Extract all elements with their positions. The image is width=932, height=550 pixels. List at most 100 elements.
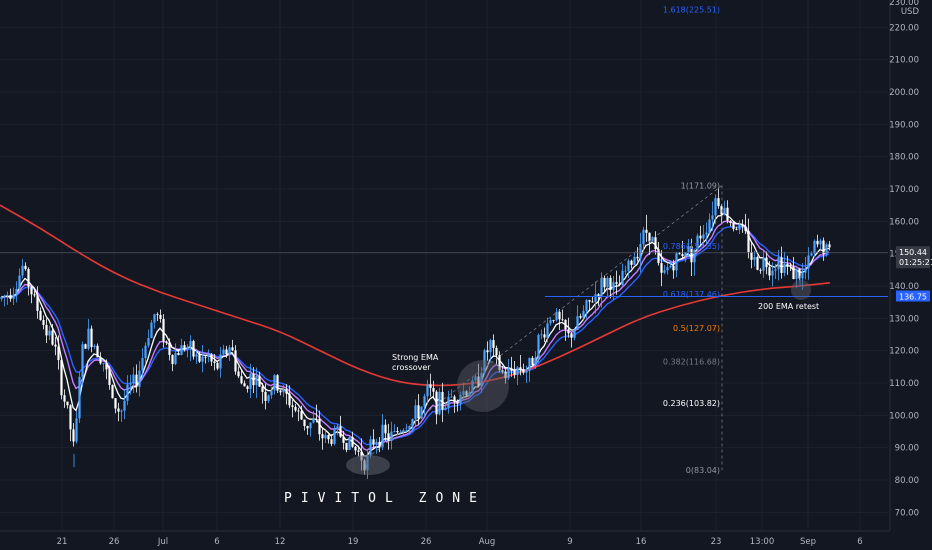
fib-level-label: 0.382(116.68)	[663, 357, 720, 366]
candle-body	[333, 429, 336, 444]
candle-body	[516, 367, 519, 376]
candle-body	[639, 243, 642, 259]
candle-body	[54, 344, 57, 347]
candle-body	[453, 396, 456, 403]
candle-body	[336, 426, 339, 430]
candle-body	[816, 240, 819, 245]
candle-body	[288, 393, 291, 406]
candle-body	[96, 345, 99, 358]
candle-body	[78, 376, 81, 419]
price-axis-panel	[890, 0, 932, 550]
candle-body	[279, 390, 282, 393]
candle-body	[225, 349, 228, 355]
candle-body	[165, 341, 168, 343]
candle-body	[744, 226, 747, 231]
candle-body	[702, 234, 705, 239]
price-tick-label: 220.00	[889, 23, 919, 33]
candle-body	[579, 316, 582, 318]
candle-body	[666, 267, 669, 271]
price-tick-label: 190.00	[889, 120, 919, 130]
time-tick-label: 23	[711, 537, 722, 547]
candle-body	[345, 442, 348, 450]
candle-body	[177, 353, 180, 356]
candle-body	[654, 237, 657, 250]
candle-body	[738, 224, 741, 230]
candle-body	[21, 265, 24, 276]
current-price-value: 150.44	[899, 248, 927, 257]
candle-body	[555, 311, 558, 321]
candle-body	[168, 342, 171, 355]
candle-body	[6, 294, 9, 296]
candle-body	[444, 407, 447, 410]
candle-body	[804, 268, 807, 273]
candle-body	[84, 344, 87, 349]
candle-body	[282, 389, 285, 393]
candle-body	[588, 300, 591, 302]
candle-body	[24, 265, 27, 270]
candle-body	[711, 215, 714, 220]
candle-body	[15, 288, 18, 295]
candle-body	[723, 207, 726, 215]
price-tick-label: 180.00	[889, 153, 919, 163]
candle-body	[81, 344, 84, 377]
candle-body	[309, 422, 312, 429]
candle-body	[531, 357, 534, 365]
candle-body	[291, 405, 294, 407]
time-tick-label: 12	[275, 537, 286, 547]
candle-body	[327, 435, 330, 440]
candle-body	[396, 431, 399, 433]
candle-body	[801, 272, 804, 279]
candle-body	[198, 354, 201, 362]
candle-body	[303, 419, 306, 427]
candle-body	[792, 266, 795, 280]
candle-body	[399, 432, 402, 433]
candle-body	[189, 340, 192, 348]
candle-body	[609, 277, 612, 290]
candle-body	[720, 206, 723, 215]
currency-label: USD	[901, 7, 920, 17]
candle-body	[756, 256, 759, 270]
candle-body	[162, 318, 165, 342]
candle-body	[585, 300, 588, 311]
candle-body	[597, 294, 600, 297]
candle-body	[426, 384, 429, 397]
candle-body	[378, 441, 381, 448]
candle-body	[342, 436, 345, 443]
candle-body	[795, 268, 798, 280]
candle-body	[435, 391, 438, 415]
candle-body	[36, 295, 39, 311]
candle-body	[546, 323, 549, 338]
candle-body	[543, 334, 546, 338]
candle-body	[219, 354, 222, 369]
candle-body	[372, 439, 375, 445]
price-tick-label: 120.00	[889, 347, 919, 357]
candle-body	[144, 345, 147, 359]
candle-body	[507, 368, 510, 379]
candle-body	[126, 384, 129, 401]
candle-body	[354, 446, 357, 451]
candle-body	[768, 267, 771, 276]
candle-body	[510, 368, 513, 371]
candle-body	[276, 375, 279, 391]
candle-body	[312, 418, 315, 423]
time-tick-label: Sep	[800, 537, 816, 547]
candle-body	[270, 390, 273, 396]
candle-body	[762, 257, 765, 271]
candle-body	[486, 350, 489, 353]
candle-body	[726, 207, 729, 221]
candle-body	[693, 249, 696, 263]
crossover-annotation: crossover	[392, 363, 431, 372]
candle-body	[828, 244, 831, 248]
candle-body	[798, 268, 801, 279]
time-tick-label: 9	[567, 537, 572, 547]
candle-body	[642, 229, 645, 244]
candle-body	[135, 374, 138, 387]
candle-body	[636, 256, 639, 259]
candle-body	[567, 329, 570, 334]
candle-body	[741, 224, 744, 227]
candle-body	[603, 277, 606, 288]
candle-body	[156, 314, 159, 316]
candle-body	[390, 431, 393, 442]
